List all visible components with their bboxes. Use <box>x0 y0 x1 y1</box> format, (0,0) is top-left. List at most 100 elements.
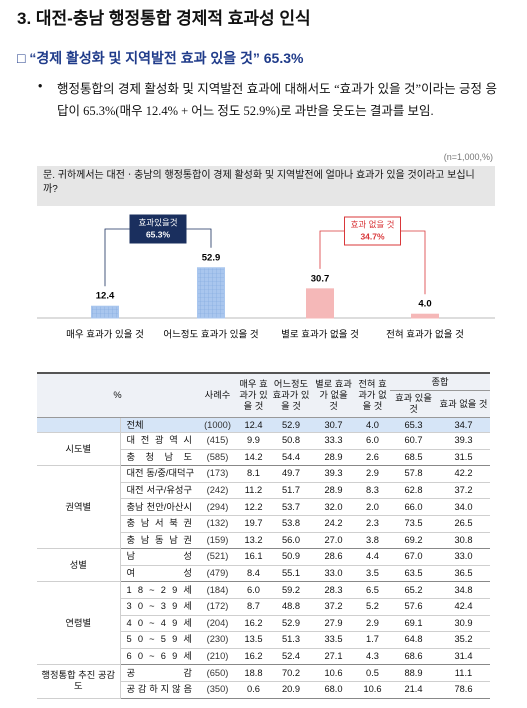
value-cell: 2.9 <box>355 615 390 633</box>
value-cell: 2.6 <box>355 449 390 467</box>
table-row: 3 0 ~ 3 9 세 (172) 8.7 48.8 37.2 5.2 57.6 42.4 <box>37 598 491 616</box>
value-label: 4.0 <box>418 299 431 310</box>
bracket-line <box>104 228 212 287</box>
value-cell: 51.3 <box>270 631 312 649</box>
header-cell: 어느정도 효과가 있을 것 <box>270 372 312 418</box>
value-label: 52.9 <box>202 252 221 263</box>
value-cell: 13.2 <box>237 532 270 550</box>
group-name: 성별 <box>37 548 121 583</box>
table-row: 5 0 ~ 5 9 세 (230) 13.5 51.3 33.5 1.7 64.8 35.2 <box>37 631 491 649</box>
value-cell: 19.7 <box>237 515 270 533</box>
value-cell: 2.9 <box>355 465 390 483</box>
value-cell: 34.8 <box>437 581 491 599</box>
value-cell: 59.2 <box>270 581 312 599</box>
value-cell: 66.0 <box>390 498 437 516</box>
header-cell: 효과 없을 것 <box>437 390 491 418</box>
value-cell: 18.8 <box>237 664 270 682</box>
category-label: 매우 효과가 있을 것 <box>66 329 144 341</box>
value-cell: 8.3 <box>355 482 390 500</box>
value-cell: 3.5 <box>355 565 390 583</box>
value-cell: 10.6 <box>312 664 355 682</box>
value-cell: 51.7 <box>270 482 312 500</box>
value-cell: 16.2 <box>237 648 270 666</box>
value-cell: 28.6 <box>312 548 355 566</box>
value-cell: 26.5 <box>437 515 491 533</box>
value-cell: 34.0 <box>437 498 491 516</box>
value-cell: 69.1 <box>390 615 437 633</box>
row-label: 공 감 <box>120 664 198 682</box>
sample-size: (479) <box>198 565 237 583</box>
value-cell: 63.5 <box>390 565 437 583</box>
value-cell: 57.6 <box>390 598 437 616</box>
value-cell: 11.2 <box>237 482 270 500</box>
value-cell: 50.8 <box>270 432 312 450</box>
value-cell: 53.8 <box>270 515 312 533</box>
row-label: 4 0 ~ 4 9 세 <box>120 615 198 633</box>
value-cell: 14.2 <box>237 449 270 467</box>
row-label: 3 0 ~ 3 9 세 <box>120 598 198 616</box>
value-cell: 64.8 <box>390 631 437 649</box>
table-row: 시도별 대 전 광 역 시 (415) 9.9 50.8 33.3 6.0 60.7 39.3 <box>37 432 491 467</box>
value-cell: 0.5 <box>355 664 390 682</box>
value-cell: 6.0 <box>355 432 390 450</box>
value-cell: 31.5 <box>437 449 491 467</box>
value-cell: 31.4 <box>437 648 491 666</box>
value-cell: 13.5 <box>237 631 270 649</box>
group-name: 권역별 <box>37 465 121 550</box>
value-cell: 28.9 <box>312 482 355 500</box>
value-cell: 16.1 <box>237 548 270 566</box>
value-cell: 9.9 <box>237 432 270 450</box>
value-cell: 55.1 <box>270 565 312 583</box>
row-label: 대전 동/중/대덕구 <box>120 465 198 483</box>
value-cell: 30.9 <box>437 615 491 633</box>
value-cell: 8.1 <box>237 465 270 483</box>
row-label: 여 성 <box>120 565 198 583</box>
value-cell: 2.3 <box>355 515 390 533</box>
value-cell: 28.3 <box>312 581 355 599</box>
value-cell: 28.9 <box>312 449 355 467</box>
row-label: 충남 천안/아산시 <box>120 498 198 516</box>
value-label: 30.7 <box>311 273 330 284</box>
sample-size: (159) <box>198 532 237 550</box>
value-cell: 16.2 <box>237 615 270 633</box>
header-cell: 전혀 효과가 없을 것 <box>355 372 390 418</box>
annotation-box <box>129 214 187 244</box>
value-cell: 33.0 <box>437 548 491 566</box>
bar <box>197 267 225 319</box>
table-row: 연령별 1 8 ~ 2 9 세 (184) 6.0 59.2 28.3 6.5 65.2 34.… <box>37 581 491 666</box>
group-cell <box>37 417 121 433</box>
bar <box>91 305 119 319</box>
header-cell: 효과 있을 것 <box>390 390 437 418</box>
section-title: 3. 대전-충남 행정통합 경제적 효과성 인식 <box>17 9 311 28</box>
value-cell: 33.3 <box>312 432 355 450</box>
value-cell: 30.8 <box>437 532 491 550</box>
value-cell: 39.3 <box>312 465 355 483</box>
bullet-text: 행정통합의 경제 활성화 및 지역발전 효과에 대해서도 “효과가 있을 것”이… <box>57 82 497 118</box>
chart: 12.4 매우 효과가 있을 것 52.9 어느정도 효과가 있을 것 30.7 별로 효… <box>37 214 495 341</box>
row-label: 1 8 ~ 2 9 세 <box>120 581 198 599</box>
sample-size: (132) <box>198 515 237 533</box>
value-cell: 42.2 <box>437 465 491 483</box>
value-cell: 60.7 <box>390 432 437 450</box>
sample-note: (n=1,000,%) <box>443 152 493 162</box>
value-cell: 39.3 <box>437 432 491 450</box>
row-label: 전체 <box>120 417 198 433</box>
value-cell: 36.5 <box>437 565 491 583</box>
value-cell: 33.5 <box>312 631 355 649</box>
value-label: 12.4 <box>96 291 115 302</box>
sample-size: (350) <box>198 681 237 699</box>
group-name: 행정통합 추진 공감도 <box>37 664 121 699</box>
value-cell: 65.3 <box>390 417 437 433</box>
table-row: 충남 천안/아산시 (294) 12.2 53.7 32.0 2.0 66.0 34.0 <box>37 498 491 516</box>
header-cell: 매우 효과가 있을 것 <box>237 372 270 418</box>
row-label: 6 0 ~ 6 9 세 <box>120 648 198 666</box>
sample-size: (172) <box>198 598 237 616</box>
value-cell: 73.5 <box>390 515 437 533</box>
sample-size: (521) <box>198 548 237 566</box>
value-cell: 8.4 <box>237 565 270 583</box>
value-cell: 33.0 <box>312 565 355 583</box>
value-cell: 8.7 <box>237 598 270 616</box>
annotation-title: 효과 없을 것 <box>351 219 395 229</box>
value-cell: 68.5 <box>390 449 437 467</box>
